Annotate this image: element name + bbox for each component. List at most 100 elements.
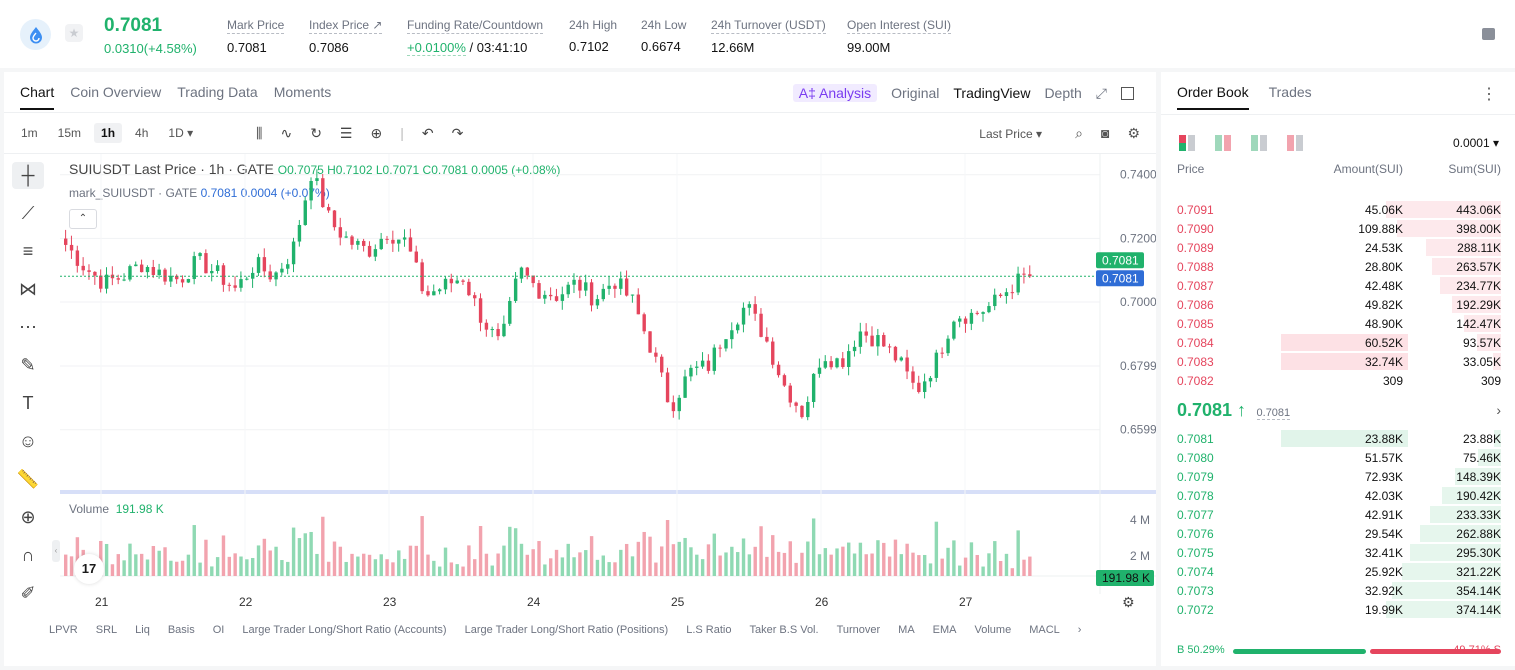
- chevron-right-icon[interactable]: ›: [1496, 402, 1501, 418]
- emoji-icon[interactable]: ☺: [18, 431, 38, 451]
- crosshair-icon[interactable]: ┼: [12, 162, 44, 189]
- candles-icon[interactable]: ⫼: [256, 125, 263, 141]
- collapse-legend-button[interactable]: ⌃: [69, 209, 97, 229]
- panel-resize-handle[interactable]: ‹: [52, 540, 60, 562]
- both-sides-icon[interactable]: [1179, 135, 1195, 151]
- ask-row[interactable]: 0.7091 45.06K 443.06K: [1161, 200, 1515, 219]
- mixed-icon[interactable]: [1215, 135, 1231, 151]
- indicator-macd[interactable]: MACL: [1029, 624, 1060, 636]
- tab-order-book[interactable]: Order Book: [1177, 84, 1249, 110]
- ask-row[interactable]: 0.7088 28.80K 263.57K: [1161, 257, 1515, 276]
- indicator-taker-vol[interactable]: Taker B.S Vol.: [749, 624, 819, 636]
- candle-body: [975, 312, 979, 314]
- ask-row[interactable]: 0.7090 109.88K 398.00K: [1161, 219, 1515, 238]
- tab-trading-data[interactable]: Trading Data: [177, 84, 258, 100]
- ask-row[interactable]: 0.7082 309 309: [1161, 371, 1515, 390]
- volume-bar: [695, 554, 699, 576]
- price-chart[interactable]: 0.7400 0.7200 0.7000 0.6799 0.6599 4 M 2 M 21 22…: [60, 154, 1156, 624]
- chevron-right-icon[interactable]: ›: [1077, 624, 1082, 636]
- pencil-lock-icon[interactable]: ✐: [20, 583, 36, 603]
- price-type-select[interactable]: Last Price ▾: [979, 127, 1042, 141]
- text-tool-icon[interactable]: T: [22, 393, 34, 413]
- ai-analysis-button[interactable]: A‡ Analysis: [792, 84, 878, 102]
- replay-icon[interactable]: ↻: [310, 125, 322, 141]
- zoom-in-icon[interactable]: ⊕: [20, 507, 36, 527]
- stat-label[interactable]: Funding Rate/Countdown: [407, 18, 544, 34]
- book-icon[interactable]: [1482, 28, 1495, 40]
- asks-only-icon[interactable]: [1287, 135, 1303, 151]
- ruler-icon[interactable]: 📏: [16, 469, 40, 489]
- volume-bar: [245, 559, 249, 576]
- indicator-lt-positions[interactable]: Large Trader Long/Short Ratio (Positions…: [464, 624, 669, 636]
- fullscreen-icon[interactable]: ⤢: [1095, 84, 1107, 101]
- templates-icon[interactable]: ☰: [339, 125, 353, 141]
- window-icon[interactable]: [1121, 86, 1134, 100]
- tab-depth[interactable]: Depth: [1044, 85, 1082, 101]
- pattern-icon[interactable]: ⋈: [19, 279, 37, 299]
- bid-row[interactable]: 0.7077 42.91K 233.33K: [1161, 505, 1515, 524]
- indicator-liq[interactable]: Liq: [135, 624, 150, 636]
- bid-row[interactable]: 0.7073 32.92K 354.14K: [1161, 581, 1515, 600]
- tab-moments[interactable]: Moments: [273, 84, 332, 100]
- stat-label[interactable]: Mark Price: [227, 18, 285, 34]
- fib-icon[interactable]: ⋯: [19, 317, 37, 337]
- ask-row[interactable]: 0.7089 24.53K 288.11K: [1161, 238, 1515, 257]
- tab-chart[interactable]: Chart: [20, 84, 55, 110]
- ask-row[interactable]: 0.7086 49.82K 192.29K: [1161, 295, 1515, 314]
- indicator-ls-ratio[interactable]: L.S Ratio: [686, 624, 732, 636]
- interval-15m[interactable]: 15m: [57, 126, 82, 140]
- indicator-lpvr[interactable]: LPVR: [49, 624, 78, 636]
- bids-only-icon[interactable]: [1251, 135, 1267, 151]
- bid-row[interactable]: 0.7072 19.99K 374.14K: [1161, 600, 1515, 619]
- indicator-basis[interactable]: Basis: [167, 624, 195, 636]
- bid-row[interactable]: 0.7079 72.93K 148.39K: [1161, 467, 1515, 486]
- bid-row[interactable]: 0.7075 32.41K 295.30K: [1161, 543, 1515, 562]
- alerts-icon[interactable]: ⊕: [370, 125, 383, 141]
- favorite-star-icon[interactable]: ★: [65, 24, 83, 42]
- bid-row[interactable]: 0.7074 25.92K 321.22K: [1161, 562, 1515, 581]
- indicator-volume[interactable]: Volume: [974, 624, 1012, 636]
- indicator-turnover[interactable]: Turnover: [836, 624, 881, 636]
- interval-1d[interactable]: 1D ▾: [168, 126, 194, 140]
- tab-trades[interactable]: Trades: [1268, 84, 1312, 100]
- camera-icon[interactable]: ◙: [1100, 125, 1110, 141]
- horizontal-lines-icon[interactable]: ≡: [22, 241, 34, 261]
- mid-price[interactable]: 0.7081 ↑ 0.7081 ›: [1177, 400, 1501, 421]
- settings-gear-icon[interactable]: ⚙: [1127, 125, 1140, 141]
- indicator-ema[interactable]: EMA: [932, 624, 957, 636]
- tab-coin-overview[interactable]: Coin Overview: [70, 84, 162, 100]
- order-amount: 32.74K: [1364, 355, 1403, 369]
- interval-1h[interactable]: 1h: [94, 123, 123, 143]
- order-sum: 443.06K: [1456, 203, 1501, 217]
- redo-icon[interactable]: ↷: [451, 125, 464, 141]
- interval-4h[interactable]: 4h: [135, 126, 149, 140]
- indicator-ma[interactable]: MA: [898, 624, 915, 636]
- interval-1m[interactable]: 1m: [21, 126, 38, 140]
- ask-row[interactable]: 0.7087 42.48K 234.77K: [1161, 276, 1515, 295]
- tab-original[interactable]: Original: [891, 85, 940, 101]
- ask-row[interactable]: 0.7085 48.90K 142.47K: [1161, 314, 1515, 333]
- magnet-icon[interactable]: ∩: [21, 545, 35, 565]
- ask-row[interactable]: 0.7084 60.52K 93.57K: [1161, 333, 1515, 352]
- undo-icon[interactable]: ↶: [421, 125, 434, 141]
- stat-label[interactable]: Index Price ↗: [309, 18, 383, 34]
- indicator-oi[interactable]: OI: [212, 624, 225, 636]
- brush-icon[interactable]: ✎: [20, 355, 36, 375]
- bid-row[interactable]: 0.7080 51.57K 75.46K: [1161, 448, 1515, 467]
- more-options-icon[interactable]: ⋮: [1481, 86, 1497, 103]
- ask-row[interactable]: 0.7083 32.74K 33.05K: [1161, 352, 1515, 371]
- indicator-srl[interactable]: SRL: [95, 624, 118, 636]
- indicator-lt-accounts[interactable]: Large Trader Long/Short Ratio (Accounts): [242, 624, 447, 636]
- trend-line-icon[interactable]: ⟋: [21, 203, 35, 223]
- tab-tradingview[interactable]: TradingView: [953, 85, 1031, 101]
- bid-row[interactable]: 0.7076 29.54K 262.88K: [1161, 524, 1515, 543]
- candle-body: [776, 364, 781, 376]
- precision-select[interactable]: 0.0001 ▾: [1452, 136, 1499, 150]
- bid-row[interactable]: 0.7078 42.03K 190.42K: [1161, 486, 1515, 505]
- volume-bar: [882, 542, 886, 576]
- indicators-icon[interactable]: ∿: [280, 125, 293, 141]
- volume-tag-text: 191.98 K: [1102, 571, 1150, 585]
- search-icon[interactable]: ⌕: [1075, 125, 1083, 141]
- bid-row[interactable]: 0.7081 23.88K 23.88K: [1161, 429, 1515, 448]
- order-price: 0.7080: [1177, 451, 1214, 465]
